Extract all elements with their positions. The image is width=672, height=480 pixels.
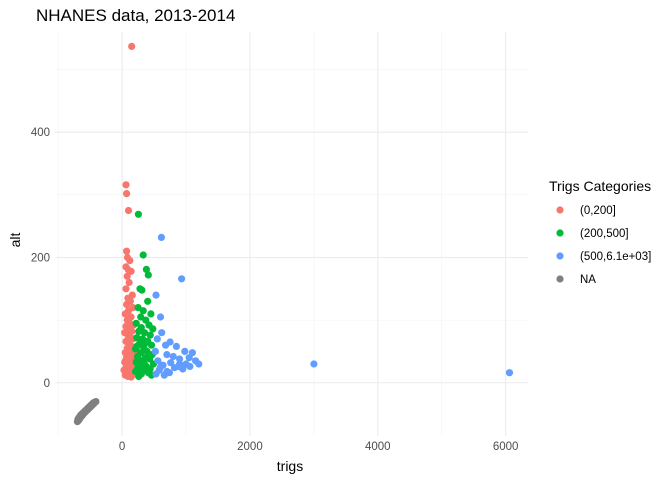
data-point xyxy=(142,265,150,273)
data-point xyxy=(140,360,149,368)
data-point xyxy=(144,271,152,279)
data-point xyxy=(125,278,133,287)
data-point xyxy=(133,334,141,342)
data-point xyxy=(144,297,152,305)
legend-items: (0,200] (200,500] (500,6.1e+03] NA xyxy=(556,205,651,286)
data-point xyxy=(163,351,171,359)
data-point xyxy=(505,369,514,377)
legend-label: (0,200] xyxy=(580,205,616,217)
data-point xyxy=(185,354,193,362)
data-point xyxy=(147,341,156,349)
data-point xyxy=(147,310,155,318)
data-point xyxy=(181,347,189,355)
data-point xyxy=(128,42,136,51)
data-point xyxy=(142,339,150,347)
data-point xyxy=(154,357,162,365)
data-point xyxy=(126,351,134,359)
data-point xyxy=(162,341,170,349)
data-point xyxy=(145,351,153,359)
data-point xyxy=(167,359,175,367)
legend-key xyxy=(556,229,564,237)
data-point xyxy=(165,369,173,377)
data-point xyxy=(122,181,130,189)
data-point xyxy=(123,190,131,198)
data-point xyxy=(146,331,154,339)
data-point xyxy=(152,370,160,378)
data-point xyxy=(186,362,194,371)
data-point xyxy=(122,356,130,364)
data-point xyxy=(156,363,165,371)
data-point xyxy=(121,310,129,318)
data-point xyxy=(124,206,133,215)
x-tick-label: 6000 xyxy=(493,441,519,453)
data-point xyxy=(151,347,159,355)
data-point xyxy=(135,372,143,381)
data-point xyxy=(123,247,131,255)
chart-title: NHANES data, 2013-2014 xyxy=(36,6,235,25)
data-point xyxy=(132,319,140,327)
data-point xyxy=(170,364,179,372)
data-point xyxy=(126,257,134,265)
legend-label: (500,6.1e+03] xyxy=(580,251,651,263)
data-point xyxy=(152,291,160,299)
y-tick-label: 0 xyxy=(44,378,50,390)
data-point xyxy=(158,329,166,337)
data-point xyxy=(169,352,177,361)
legend-key xyxy=(556,275,564,283)
data-point xyxy=(192,357,200,365)
data-point xyxy=(172,342,180,350)
data-point xyxy=(123,272,131,280)
data-point xyxy=(138,286,146,294)
data-point xyxy=(133,352,142,361)
data-point xyxy=(140,329,149,337)
legend-label: (200,500] xyxy=(580,228,629,240)
data-point xyxy=(139,307,147,315)
data-point xyxy=(176,360,184,368)
data-point xyxy=(123,300,131,309)
data-point xyxy=(156,313,165,321)
data-point xyxy=(310,360,318,368)
data-point xyxy=(90,399,98,407)
y-tick-label: 200 xyxy=(31,252,50,264)
legend-label: NA xyxy=(580,274,596,286)
x-tick-label: 4000 xyxy=(365,441,391,453)
legend: Trigs Categories (0,200] (200,500] (500,6.… xyxy=(549,178,651,286)
data-point xyxy=(178,275,186,283)
major-gridlines xyxy=(55,32,528,436)
x-axis-ticks: 0 2000 4000 6000 xyxy=(119,441,519,453)
y-axis-title: alt xyxy=(7,233,23,248)
data-point xyxy=(139,251,147,259)
y-axis-ticks: 0 200 400 xyxy=(31,127,50,390)
legend-title: Trigs Categories xyxy=(549,178,651,194)
legend-key xyxy=(556,252,564,260)
legend-key xyxy=(556,206,564,214)
x-tick-label: 0 xyxy=(119,441,125,453)
x-tick-label: 2000 xyxy=(237,441,263,453)
data-point xyxy=(127,267,135,275)
data-point xyxy=(153,335,161,343)
data-point xyxy=(120,366,128,374)
data-point xyxy=(157,233,165,241)
data-point xyxy=(176,355,184,363)
y-tick-label: 400 xyxy=(31,127,50,139)
data-point xyxy=(133,342,141,350)
data-points xyxy=(73,42,514,426)
data-point xyxy=(122,285,130,293)
data-point xyxy=(134,210,142,218)
data-point xyxy=(135,327,143,335)
data-point xyxy=(149,325,157,333)
minor-gridlines xyxy=(55,32,528,436)
x-axis-title: trigs xyxy=(277,458,303,474)
